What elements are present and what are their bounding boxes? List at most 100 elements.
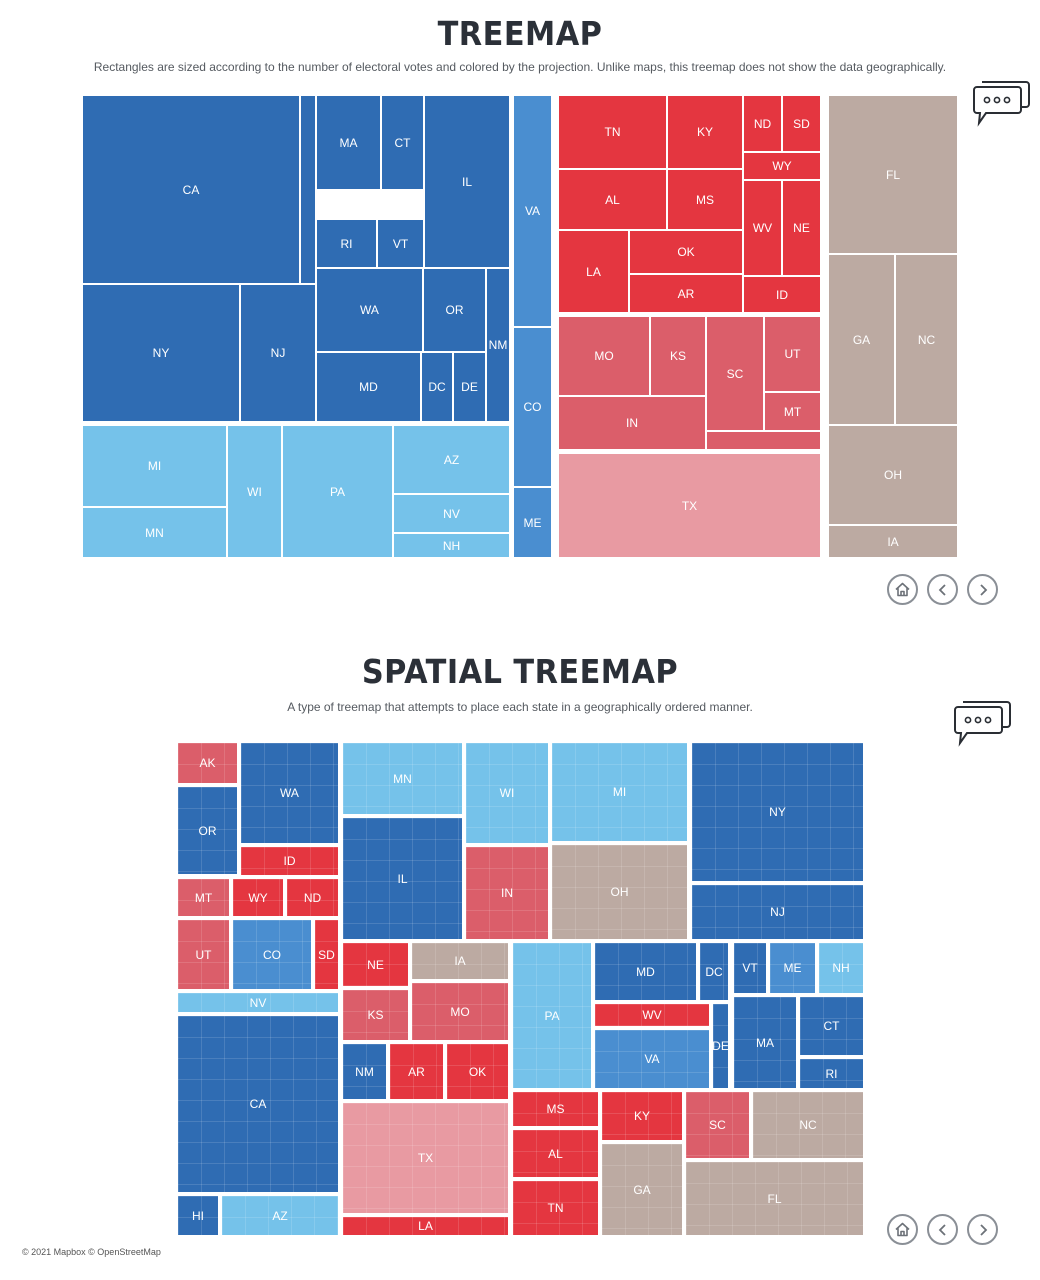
state-tile-la[interactable]: LA (558, 230, 629, 313)
state-tile-ne[interactable]: NE (341, 941, 410, 988)
state-tile-mo[interactable]: MO (410, 981, 510, 1042)
state-tile-nv[interactable]: NV (393, 494, 510, 533)
state-tile-sc[interactable]: SC (684, 1090, 751, 1160)
state-tile-ma[interactable]: MA (732, 995, 798, 1090)
state-tile-ny[interactable]: NY (690, 741, 865, 883)
state-tile-wi[interactable]: WI (227, 425, 282, 558)
state-tile-sd[interactable]: SD (782, 95, 821, 152)
state-tile-al[interactable]: AL (558, 169, 667, 230)
state-tile-ar[interactable]: AR (629, 274, 743, 313)
state-tile-ok[interactable]: OK (629, 230, 743, 274)
home-button[interactable] (887, 1214, 918, 1245)
state-tile-hi[interactable]: HI (176, 1194, 220, 1237)
state-tile-va[interactable]: VA (513, 95, 552, 327)
state-tile-tn[interactable]: TN (511, 1179, 600, 1237)
state-tile-ms[interactable]: MS (511, 1090, 600, 1128)
state-tile-ca[interactable]: CA (176, 1014, 340, 1194)
state-tile-ms[interactable]: MS (667, 169, 743, 230)
state-tile-unlabeled[interactable] (300, 95, 316, 284)
state-tile-tx[interactable]: TX (558, 453, 821, 558)
state-tile-oh[interactable]: OH (828, 425, 958, 525)
state-tile-mt[interactable]: MT (764, 392, 821, 431)
state-tile-nj[interactable]: NJ (240, 284, 316, 422)
state-tile-ga[interactable]: GA (600, 1142, 684, 1237)
state-tile-wy[interactable]: WY (231, 877, 285, 918)
state-tile-mn[interactable]: MN (341, 741, 464, 816)
state-tile-ks[interactable]: KS (341, 988, 410, 1042)
state-tile-ma[interactable]: MA (316, 95, 381, 190)
state-tile-ky[interactable]: KY (600, 1090, 684, 1142)
state-tile-wv[interactable]: WV (743, 180, 782, 276)
state-tile-ky[interactable]: KY (667, 95, 743, 169)
state-tile-ia[interactable]: IA (828, 525, 958, 558)
state-tile-ok[interactable]: OK (445, 1042, 510, 1101)
state-tile-in[interactable]: IN (464, 845, 550, 941)
state-tile-nc[interactable]: NC (751, 1090, 865, 1160)
state-tile-mn[interactable]: MN (82, 507, 227, 558)
state-tile-md[interactable]: MD (316, 352, 421, 422)
state-tile-nj[interactable]: NJ (690, 883, 865, 941)
next-button[interactable] (967, 574, 998, 605)
state-tile-ri[interactable]: RI (316, 219, 377, 268)
state-tile-me[interactable]: ME (768, 941, 817, 995)
state-tile-ak[interactable]: AK (176, 741, 239, 785)
state-tile-wi[interactable]: WI (464, 741, 550, 845)
state-tile-ri[interactable]: RI (798, 1057, 865, 1090)
state-tile-nm[interactable]: NM (341, 1042, 388, 1101)
state-tile-in[interactable]: IN (558, 396, 706, 450)
state-tile-il[interactable]: IL (341, 816, 464, 941)
state-tile-la[interactable]: LA (341, 1215, 510, 1237)
state-tile-unlabeled[interactable] (706, 431, 821, 450)
next-button[interactable] (967, 1214, 998, 1245)
state-tile-mi[interactable]: MI (550, 741, 689, 843)
state-tile-de[interactable]: DE (453, 352, 486, 422)
state-tile-nc[interactable]: NC (895, 254, 958, 425)
state-tile-tn[interactable]: TN (558, 95, 667, 169)
state-tile-fl[interactable]: FL (684, 1160, 865, 1237)
state-tile-wa[interactable]: WA (316, 268, 423, 352)
state-tile-nd[interactable]: ND (743, 95, 782, 152)
state-tile-wa[interactable]: WA (239, 741, 340, 845)
state-tile-ny[interactable]: NY (82, 284, 240, 422)
state-tile-nm[interactable]: NM (486, 268, 510, 422)
state-tile-ne[interactable]: NE (782, 180, 821, 276)
state-tile-ut[interactable]: UT (176, 918, 231, 991)
comment-bubbles-icon[interactable] (970, 78, 1032, 130)
state-tile-al[interactable]: AL (511, 1128, 600, 1179)
state-tile-va[interactable]: VA (593, 1028, 711, 1090)
state-tile-or[interactable]: OR (423, 268, 486, 352)
state-tile-mt[interactable]: MT (176, 877, 231, 918)
state-tile-ut[interactable]: UT (764, 316, 821, 392)
state-tile-ia[interactable]: IA (410, 941, 510, 981)
state-tile-pa[interactable]: PA (511, 941, 593, 1090)
state-tile-or[interactable]: OR (176, 785, 239, 876)
state-tile-id[interactable]: ID (743, 276, 821, 313)
state-tile-ga[interactable]: GA (828, 254, 895, 425)
home-button[interactable] (887, 574, 918, 605)
state-tile-dc[interactable]: DC (421, 352, 453, 422)
state-tile-ct[interactable]: CT (381, 95, 424, 190)
state-tile-de[interactable]: DE (711, 1002, 730, 1090)
state-tile-dc[interactable]: DC (698, 941, 730, 1002)
previous-button[interactable] (927, 574, 958, 605)
state-tile-sc[interactable]: SC (706, 316, 764, 431)
state-tile-az[interactable]: AZ (220, 1194, 340, 1237)
state-tile-nh[interactable]: NH (817, 941, 865, 995)
state-tile-ca[interactable]: CA (82, 95, 300, 284)
state-tile-pa[interactable]: PA (282, 425, 393, 558)
state-tile-md[interactable]: MD (593, 941, 698, 1002)
state-tile-vt[interactable]: VT (377, 219, 424, 268)
state-tile-fl[interactable]: FL (828, 95, 958, 254)
state-tile-wy[interactable]: WY (743, 152, 821, 180)
state-tile-co[interactable]: CO (513, 327, 552, 487)
state-tile-az[interactable]: AZ (393, 425, 510, 494)
state-tile-tx[interactable]: TX (341, 1101, 510, 1215)
state-tile-nv[interactable]: NV (176, 991, 340, 1014)
state-tile-mo[interactable]: MO (558, 316, 650, 396)
state-tile-mi[interactable]: MI (82, 425, 227, 507)
state-tile-ct[interactable]: CT (798, 995, 865, 1057)
state-tile-co[interactable]: CO (231, 918, 313, 991)
state-tile-wv[interactable]: WV (593, 1002, 711, 1028)
state-tile-me[interactable]: ME (513, 487, 552, 558)
state-tile-nd[interactable]: ND (285, 877, 340, 918)
